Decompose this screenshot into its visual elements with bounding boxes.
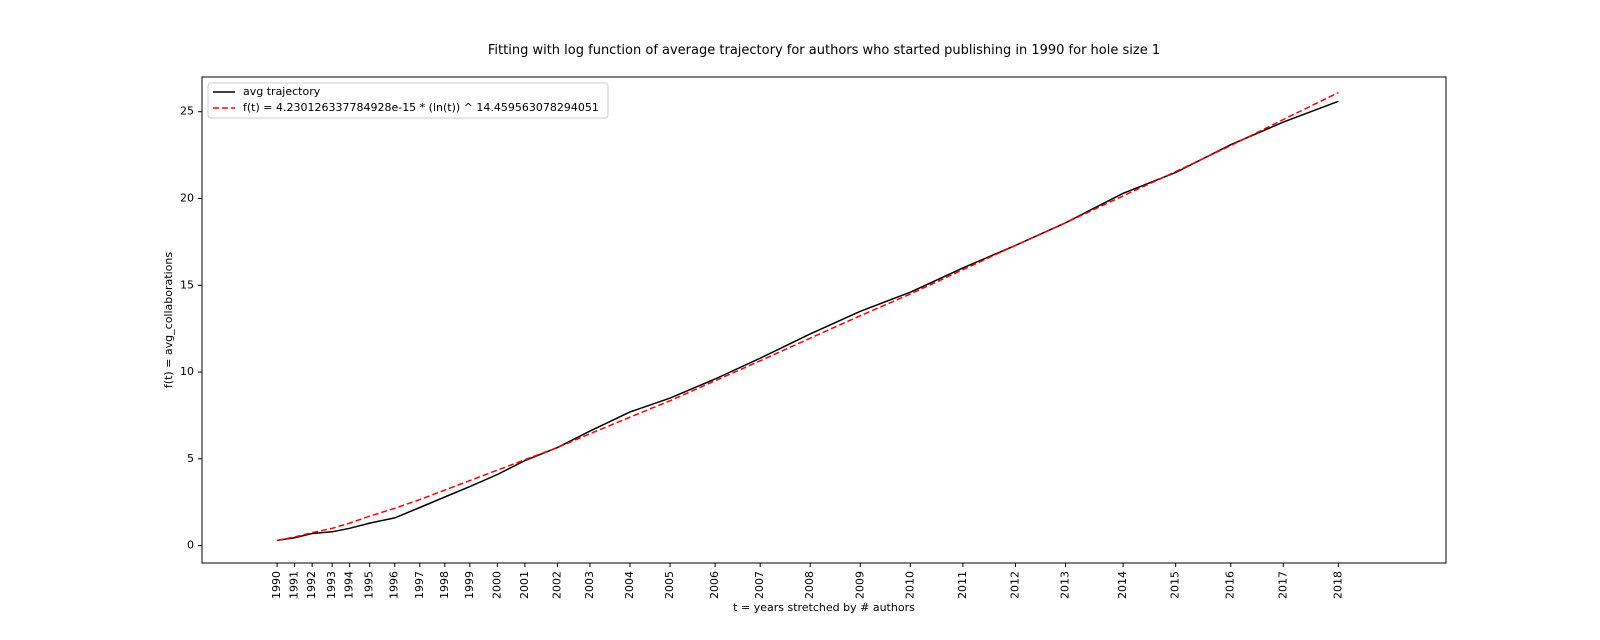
x-axis-label: t = years stretched by # authors (733, 601, 915, 614)
x-tick-label: 2002 (550, 571, 563, 599)
x-tick-label: 1990 (270, 571, 283, 599)
x-tick-label: 2017 (1276, 571, 1289, 599)
series-lines (276, 91, 1339, 542)
y-tick-label: 15 (180, 278, 194, 291)
plot-area (201, 76, 1447, 564)
x-axis: 1990 1991 1992 1993 1994 1995 1996 1997 1998 1999… (270, 563, 1344, 599)
x-tick-label: 1998 (438, 571, 451, 599)
x-tick-label: 2014 (1116, 571, 1129, 599)
y-axis-label: f(t) = avg_collaborations (162, 252, 175, 388)
y-tick-label: 25 (180, 105, 194, 118)
x-tick-label: 2003 (583, 571, 596, 599)
x-tick-label: 2018 (1331, 571, 1344, 599)
x-tick-label: 1992 (305, 571, 318, 599)
x-tick-label: 1991 (288, 571, 301, 599)
x-tick-label: 2009 (853, 571, 866, 599)
x-tick-label: 1996 (388, 571, 401, 599)
x-tick-label: 1995 (363, 571, 376, 599)
y-tick-label: 0 (187, 539, 194, 552)
x-tick-label: 1994 (343, 571, 356, 599)
legend-label-fit: f(t) = 4.230126337784928e-15 * (ln(t)) ^… (243, 101, 599, 114)
series-line-avg-trajectory (276, 100, 1339, 542)
y-axis: 0 5 10 15 20 25 (180, 105, 202, 552)
x-tick-label: 2015 (1169, 571, 1182, 599)
y-tick-label: 10 (180, 365, 194, 378)
x-tick-label: 2012 (1008, 571, 1021, 599)
x-tick-label: 2013 (1059, 571, 1072, 599)
y-tick-label: 5 (187, 452, 194, 465)
legend-box (207, 82, 609, 119)
series-line-fit (276, 91, 1339, 542)
x-tick-label: 2016 (1224, 571, 1237, 599)
legend: avg trajectory f(t) = 4.230126337784928e… (207, 82, 609, 119)
x-tick-label: 2011 (956, 571, 969, 599)
x-tick-label: 2005 (663, 571, 676, 599)
x-tick-label: 2004 (623, 571, 636, 599)
x-tick-label: 1999 (463, 571, 476, 599)
chart-title: Fitting with log function of average tra… (488, 43, 1160, 58)
y-tick-label: 20 (180, 192, 194, 205)
x-tick-label: 1997 (413, 571, 426, 599)
x-tick-label: 2001 (518, 571, 531, 599)
x-tick-label: 2007 (753, 571, 766, 599)
x-tick-label: 2000 (490, 571, 503, 599)
x-tick-label: 2008 (803, 571, 816, 599)
x-tick-label: 2006 (708, 571, 721, 599)
x-tick-label: 2010 (903, 571, 916, 599)
x-tick-label: 1993 (325, 571, 338, 599)
legend-label-avg-trajectory: avg trajectory (243, 85, 321, 98)
